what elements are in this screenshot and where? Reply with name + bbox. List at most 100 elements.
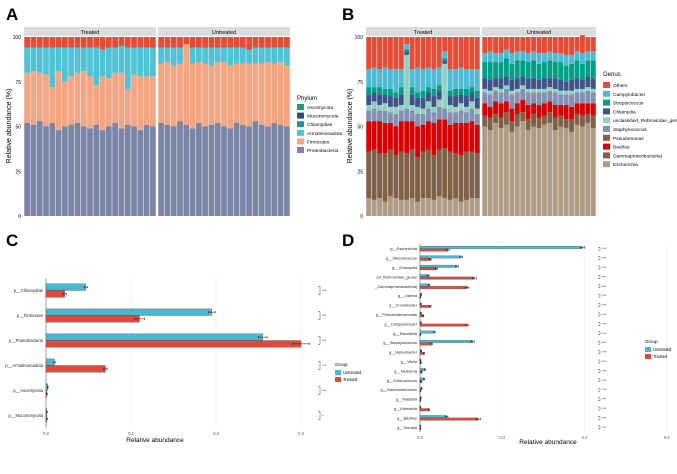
bar-segment-staphylococcus — [574, 92, 580, 104]
bar-segment-firmicutes — [189, 63, 196, 129]
panel-b-legend: Others Campylobacter Streptococcus Chlamydi… — [603, 82, 677, 168]
legend-swatch — [603, 82, 610, 88]
legend-swatch — [603, 90, 610, 97]
bar-segment-others — [62, 37, 68, 48]
bar-segment-streptococcus — [525, 62, 531, 79]
bar-segment-armatimonadota — [202, 47, 208, 64]
bar-segment-firmicutes — [87, 76, 93, 129]
panel-letter-d: D — [342, 231, 354, 250]
bar-segment-proteobacteria — [258, 124, 265, 216]
category-label: g__Gammaretrovirus — [380, 387, 417, 392]
bar-segment-armatimonadota — [87, 47, 93, 77]
bar-segment-staphylococcus — [447, 112, 453, 125]
bar-segment-others — [99, 37, 106, 50]
bar-segment-others — [377, 37, 382, 70]
bar-segment-campylobacter — [547, 51, 553, 61]
bar-segment-unclassified_rebrovirdae_genus — [536, 88, 542, 93]
bar-treated — [45, 290, 65, 298]
bar-segment-others — [240, 37, 246, 48]
bar-segment-others — [55, 37, 62, 48]
bar-segment-campylobacter — [590, 51, 596, 61]
legend-swatch — [297, 129, 304, 136]
bar-segment-armatimonadota — [99, 49, 106, 77]
bar-treated — [45, 365, 106, 373]
bar-segment-campylobacter — [552, 53, 558, 63]
bar-segment-unclassified_rebrovirdae_genus — [458, 103, 464, 111]
bar-treated — [419, 304, 431, 308]
category-label: p__Proteobacteria — [9, 338, 44, 343]
legend-label: Untreated — [653, 347, 672, 352]
bar-segment-staphylococcus — [585, 90, 591, 104]
bar-segment-chlamydia — [431, 96, 437, 107]
significance-bracket — [598, 359, 601, 364]
bar-segment-streptococcus — [531, 60, 536, 79]
legend-label: Ascomycota — [307, 105, 333, 111]
bar-segment-unclassified_rebrovirdae_genus — [409, 105, 415, 111]
bar-segment-firmicutes — [227, 65, 234, 129]
bar-segment-others — [208, 37, 215, 48]
bar-segment-others — [442, 37, 448, 52]
x-tick-label: 0.2 — [213, 431, 219, 436]
bar-segment-streptococcus — [580, 63, 585, 80]
bar-segment-escherichia — [482, 126, 488, 216]
bar-segment-gammaproteobacteria — [382, 153, 388, 202]
bar-segment-proteobacteria — [124, 124, 131, 216]
bar-segment-bacillus — [525, 105, 531, 120]
bar-segment-chlamydia — [371, 92, 377, 102]
bar-segment-chlamydia — [504, 76, 509, 86]
bar-segment-campylobacter — [415, 67, 420, 93]
bar-segment-gammaproteobacteria — [525, 119, 531, 131]
bar-segment-armatimonadota — [227, 47, 234, 66]
bar-segment-armatimonadota — [158, 47, 164, 64]
category-label: g__Vibrio — [401, 359, 417, 364]
bar-segment-streptococcus — [431, 88, 437, 97]
bar-segment-armatimonadota — [246, 49, 252, 64]
significance-bracket — [598, 425, 601, 429]
bar-segment-firmicutes — [271, 63, 278, 123]
bar-segment-bacillus — [398, 121, 404, 152]
bar-segment-firmicutes — [150, 76, 156, 127]
bar-segment-streptococcus — [569, 63, 574, 80]
bar-segment-others — [265, 37, 271, 48]
bar-segment-proteobacteria — [150, 126, 156, 216]
bar-segment-proteobacteria — [106, 126, 112, 216]
bar-segment-streptococcus — [474, 90, 480, 98]
significance-label: *** — [322, 314, 327, 318]
bar-segment-bacillus — [453, 122, 458, 154]
panel-b-strip-untreated — [482, 27, 596, 36]
significance-label: *** — [602, 416, 607, 420]
category-label: _Gammaproteobacteria] — [374, 284, 417, 289]
bar-segment-others — [221, 37, 227, 48]
panel-a-strip-untreated — [158, 27, 290, 36]
bar-segment-unclassified_rebrovirdae_genus — [415, 106, 420, 114]
bar-segment-campylobacter — [558, 53, 564, 63]
bar-untreated — [45, 358, 55, 366]
significance-bracket — [598, 303, 601, 307]
bar-segment-firmicutes — [202, 63, 208, 127]
bar-segment-others — [112, 37, 118, 48]
bar-segment-gammaproteobacteria — [542, 115, 547, 125]
bar-segment-bacillus — [474, 124, 480, 154]
bar-segment-others — [558, 37, 564, 54]
bar-segment-bacillus — [382, 122, 388, 154]
bar-segment-others — [536, 37, 542, 54]
bar-segment-gammaproteobacteria — [388, 149, 393, 197]
bar-segment-others — [124, 37, 131, 48]
significance-bracket — [318, 411, 321, 420]
bar-segment-campylobacter — [447, 69, 453, 91]
bar-segment-unclassified_rebrovirdae_genus — [493, 87, 498, 91]
bar-segment-streptococcus — [574, 60, 580, 79]
bar-segment-chlamydia — [398, 94, 404, 106]
bar-segment-armatimonadota — [271, 47, 278, 64]
bar-segment-proteobacteria — [164, 124, 171, 216]
bar-segment-gammaproteobacteria — [498, 117, 504, 129]
bar-segment-bacillus — [366, 121, 372, 152]
legend-label: Escherichia — [613, 162, 638, 168]
bar-segment-others — [590, 37, 596, 52]
bar-segment-firmicutes — [240, 63, 246, 125]
bar-segment-armatimonadota — [240, 47, 246, 64]
bar-segment-proteobacteria — [271, 122, 278, 216]
bar-segment-gammaproteobacteria — [547, 112, 553, 123]
panel-a-legend: Ascomycota Mucoromycota Chlamydiae Armatimo… — [297, 104, 343, 154]
bar-segment-armatimonadota — [55, 47, 62, 72]
